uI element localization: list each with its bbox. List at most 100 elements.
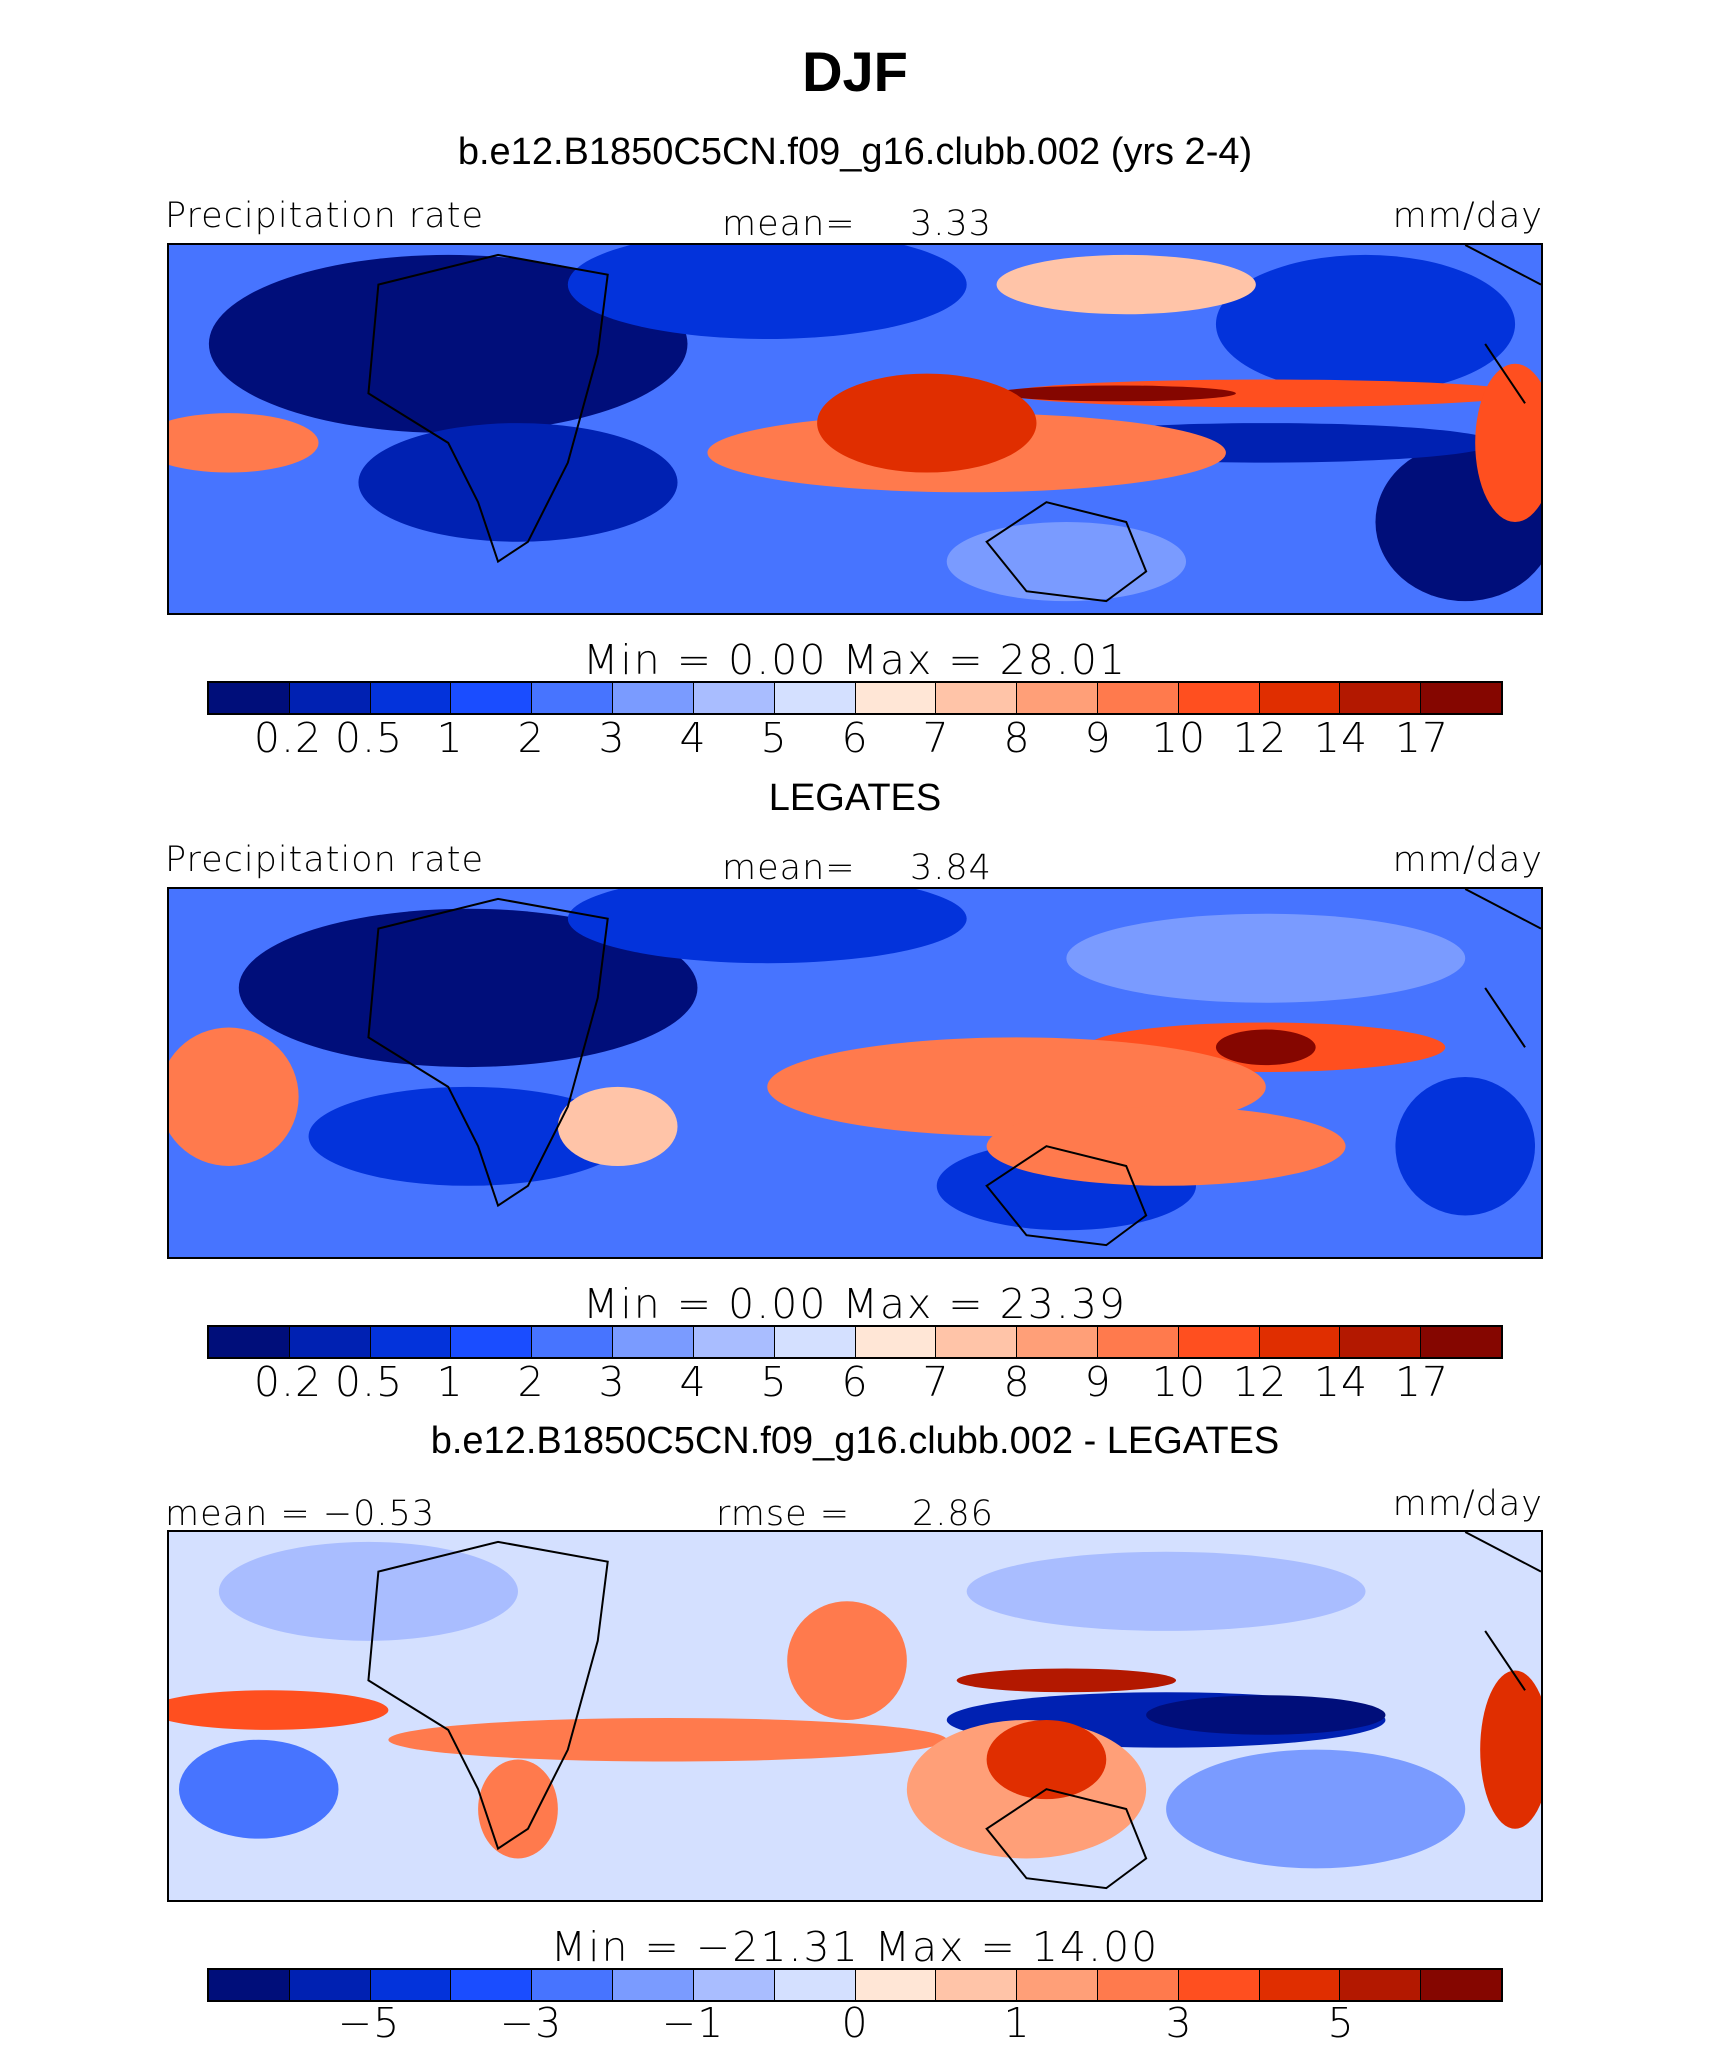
colorbar-swatch (1259, 1327, 1341, 1357)
colorbar-swatch (936, 1327, 1018, 1357)
colorbar-swatch (1178, 1970, 1260, 2000)
colorbar-swatch (613, 1327, 694, 1357)
colorbar-tick-label: 0.5 (334, 714, 404, 762)
panel-3-mean: mean = −0.53 (165, 1494, 436, 1534)
colorbar-swatch (855, 1327, 937, 1357)
colorbar-swatch (209, 683, 290, 713)
colorbar-tick-label: 9 (1084, 1358, 1112, 1406)
panel-3-units: mm/day (1392, 1484, 1543, 1524)
colorbar-tick-label: −3 (499, 1999, 563, 2047)
panel-1-mean-value: 3.33 (910, 204, 992, 244)
colorbar-tick-label: 10 (1151, 1358, 1207, 1406)
colorbar-tick-label: 8 (1003, 1358, 1031, 1406)
colorbar-swatch (774, 1970, 856, 2000)
panel-1-colorbar (207, 681, 1503, 715)
colorbar-swatch (1178, 683, 1260, 713)
colorbar-swatch (693, 683, 775, 713)
panel-2-units: mm/day (1392, 840, 1543, 880)
colorbar-swatch (451, 683, 533, 713)
panel-3-title: b.e12.B1850C5CN.f09_g16.clubb.002 - LEGA… (430, 1420, 1280, 1462)
colorbar-swatch (1421, 683, 1501, 713)
colorbar-swatch (1340, 1970, 1422, 2000)
colorbar-swatch (693, 1970, 775, 2000)
panel-2-map (167, 887, 1543, 1259)
panel-1-map (167, 243, 1543, 615)
colorbar-swatch (613, 683, 694, 713)
panel-1-units: mm/day (1392, 196, 1543, 236)
colorbar-swatch (855, 1970, 937, 2000)
colorbar-swatch (1097, 683, 1179, 713)
panel-1-min-max: Min = 0.00 Max = 28.01 (582, 636, 1128, 684)
colorbar-swatch (370, 1327, 452, 1357)
panel-1-variable-label: Precipitation rate (165, 196, 484, 236)
panel-1-title: b.e12.B1850C5CN.f09_g16.clubb.002 (yrs 2… (457, 131, 1253, 173)
colorbar-swatch (613, 1970, 694, 2000)
colorbar-tick-label: 8 (1003, 714, 1031, 762)
colorbar-swatch (451, 1327, 533, 1357)
panel-2-colorbar (207, 1325, 1503, 1359)
colorbar-swatch (532, 1327, 614, 1357)
panel-2-mean-label: mean= (722, 848, 856, 888)
panel-1-mean-label: mean= (722, 204, 856, 244)
colorbar-swatch (1097, 1327, 1179, 1357)
colorbar-tick-label: 5 (1327, 1999, 1355, 2047)
colorbar-swatch (774, 683, 856, 713)
colorbar-tick-label: 1 (436, 1358, 464, 1406)
colorbar-tick-label: 3 (598, 1358, 626, 1406)
colorbar-tick-label: −5 (337, 1999, 401, 2047)
colorbar-swatch (209, 1327, 290, 1357)
main-title: DJF (802, 40, 908, 103)
colorbar-tick-label: 2 (517, 714, 545, 762)
colorbar-tick-label: 4 (679, 1358, 707, 1406)
colorbar-swatch (1097, 1970, 1179, 2000)
panel-3-map (167, 1530, 1543, 1902)
colorbar-swatch (1017, 1327, 1098, 1357)
colorbar-swatch (774, 1327, 856, 1357)
panel-2-variable-label: Precipitation rate (165, 840, 484, 880)
colorbar-swatch (1017, 1970, 1098, 2000)
colorbar-swatch (1017, 683, 1098, 713)
colorbar-tick-label: 6 (841, 714, 869, 762)
colorbar-swatch (1340, 683, 1422, 713)
colorbar-swatch (370, 1970, 452, 2000)
colorbar-swatch (289, 1327, 371, 1357)
colorbar-tick-label: 0.2 (253, 1358, 323, 1406)
colorbar-tick-label: 2 (517, 1358, 545, 1406)
colorbar-tick-label: 9 (1084, 714, 1112, 762)
colorbar-swatch (1340, 1327, 1422, 1357)
panel-3-min-max: Min = −21.31 Max = 14.00 (550, 1923, 1160, 1971)
colorbar-swatch (370, 683, 452, 713)
colorbar-tick-label: 3 (598, 714, 626, 762)
panel-2-title: LEGATES (768, 777, 942, 819)
colorbar-swatch (532, 1970, 614, 2000)
colorbar-tick-label: 12 (1232, 714, 1288, 762)
colorbar-tick-label: 7 (922, 714, 950, 762)
colorbar-swatch (855, 683, 937, 713)
colorbar-tick-label: 0.2 (253, 714, 323, 762)
colorbar-tick-label: 17 (1394, 1358, 1450, 1406)
colorbar-swatch (1259, 683, 1341, 713)
colorbar-swatch (936, 1970, 1018, 2000)
colorbar-tick-label: 17 (1394, 714, 1450, 762)
colorbar-swatch (451, 1970, 533, 2000)
colorbar-swatch (289, 1970, 371, 2000)
colorbar-tick-label: 6 (841, 1358, 869, 1406)
colorbar-swatch (936, 683, 1018, 713)
colorbar-swatch (1178, 1327, 1260, 1357)
colorbar-tick-label: 7 (922, 1358, 950, 1406)
panel-3-rmse-label: rmse = (716, 1494, 851, 1534)
colorbar-swatch (1259, 1970, 1341, 2000)
colorbar-swatch (1421, 1327, 1501, 1357)
colorbar-swatch (693, 1327, 775, 1357)
colorbar-tick-label: 0 (841, 1999, 869, 2047)
colorbar-tick-label: 0.5 (334, 1358, 404, 1406)
colorbar-swatch (209, 1970, 290, 2000)
colorbar-swatch (289, 683, 371, 713)
colorbar-tick-label: 3 (1165, 1999, 1193, 2047)
colorbar-tick-label: 1 (1003, 1999, 1031, 2047)
panel-3-colorbar (207, 1968, 1503, 2002)
panel-2-mean-value: 3.84 (910, 848, 992, 888)
colorbar-tick-label: 14 (1313, 1358, 1369, 1406)
colorbar-swatch (532, 683, 614, 713)
colorbar-tick-label: 14 (1313, 714, 1369, 762)
